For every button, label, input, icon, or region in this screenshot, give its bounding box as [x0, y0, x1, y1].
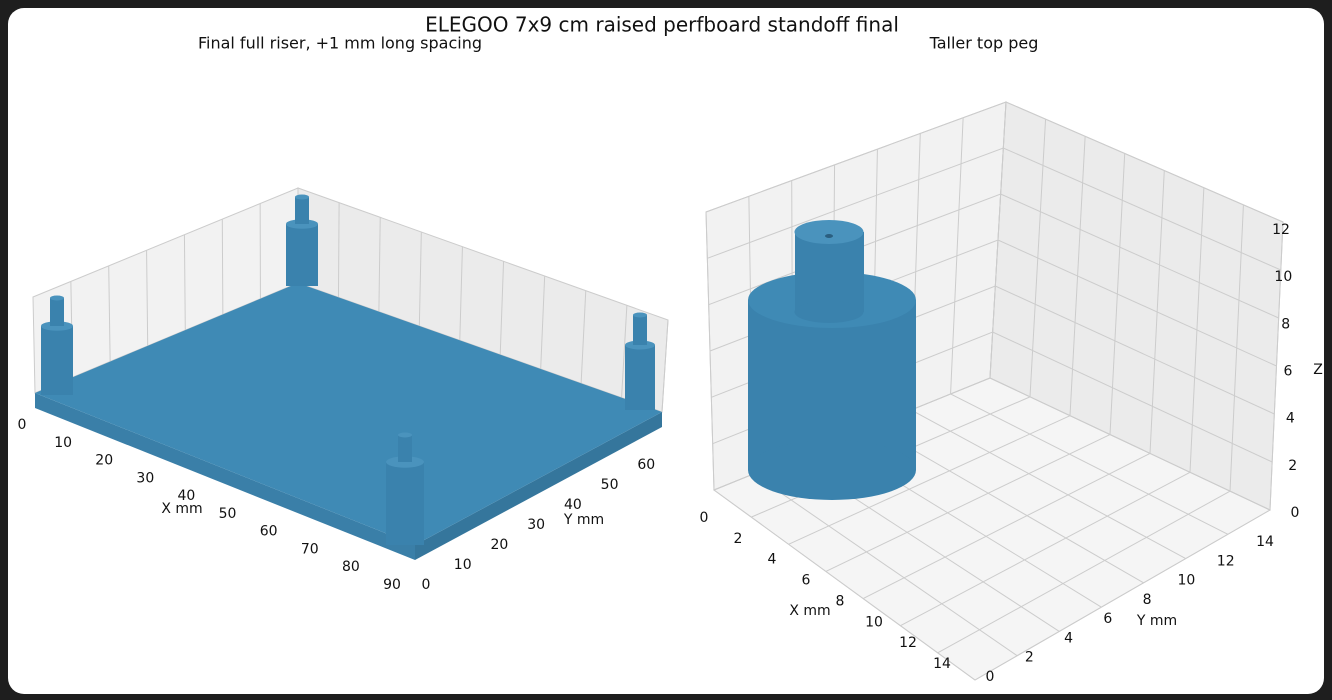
peg — [50, 298, 64, 326]
standoff — [41, 326, 73, 395]
peg-top — [633, 312, 647, 318]
peg — [295, 197, 309, 224]
x-axis-label: X mm — [789, 603, 830, 619]
grid-line — [108, 265, 111, 362]
x-tick-label: 0 — [18, 417, 27, 433]
figure-title: ELEGOO 7x9 cm raised perfboard standoff … — [425, 13, 899, 37]
y-tick-label: 0 — [986, 669, 995, 685]
peg-top — [50, 295, 64, 301]
grid-line — [499, 261, 505, 355]
z-tick-label: 0 — [1291, 505, 1300, 521]
x-axis-label: X mm — [161, 501, 202, 517]
y-tick-label: 40 — [564, 497, 582, 513]
peg-top — [295, 194, 309, 200]
cylinder-bottom — [748, 440, 916, 500]
y-tick-label: 8 — [1143, 592, 1152, 608]
grid-line — [146, 250, 149, 346]
y-tick-label: 4 — [1064, 630, 1073, 646]
y-tick-label: 10 — [1178, 573, 1196, 589]
x-tick-label: 40 — [178, 488, 196, 504]
grid-line — [705, 211, 976, 681]
x-tick-label: 90 — [383, 577, 401, 593]
plate-top — [35, 283, 662, 545]
y-tick-label: 12 — [1217, 553, 1235, 569]
z-tick-label: 10 — [1274, 269, 1292, 285]
grid-line — [459, 246, 463, 341]
grid-line — [378, 217, 381, 312]
y-tick-label: 14 — [1256, 534, 1274, 550]
x-tick-label: 20 — [95, 453, 113, 469]
standoff — [386, 462, 424, 545]
y-tick-label: 50 — [601, 477, 619, 493]
peg — [795, 232, 864, 312]
x-tick-label: 80 — [342, 559, 360, 575]
plate-side — [415, 412, 662, 560]
standoff — [286, 224, 318, 286]
z-tick-label: 4 — [1286, 411, 1295, 427]
z-tick-label: 12 — [1272, 222, 1290, 238]
plate-side — [35, 393, 415, 560]
grid-line — [540, 275, 546, 370]
peg-hole — [825, 234, 833, 238]
grid-line — [989, 101, 1271, 511]
x-tick-label: 60 — [260, 524, 278, 540]
subplot-title: Taller top peg — [929, 34, 1039, 53]
x-tick-label: 12 — [899, 635, 917, 651]
x-tick-label: 10 — [865, 614, 883, 630]
peg — [398, 435, 412, 462]
grid-line — [183, 234, 186, 331]
x-tick-label: 4 — [768, 552, 777, 568]
peg-bottom — [794, 301, 864, 323]
z-axis-label: Z — [1313, 362, 1323, 378]
y-tick-label: 30 — [527, 517, 545, 533]
y-axis-label: Y mm — [1136, 613, 1177, 629]
peg — [633, 315, 647, 345]
grid-line — [661, 319, 669, 413]
y-axis-label: Y mm — [563, 512, 604, 528]
grid-line — [621, 305, 628, 398]
grid-line — [418, 231, 422, 327]
x-tick-label: 50 — [219, 506, 237, 522]
grid-line — [221, 219, 224, 315]
y-tick-label: 2 — [1025, 650, 1034, 666]
z-tick-label: 6 — [1284, 364, 1293, 380]
x-tick-label: 70 — [301, 541, 319, 557]
standoff — [625, 345, 655, 410]
y-tick-label: 6 — [1103, 611, 1112, 627]
grid-line — [580, 290, 587, 384]
x-tick-label: 10 — [54, 435, 72, 451]
grid-line — [337, 202, 340, 298]
x-tick-label: 2 — [734, 531, 743, 547]
y-tick-label: 20 — [491, 537, 509, 553]
z-tick-label: 8 — [1281, 316, 1290, 332]
y-tick-label: 10 — [454, 557, 472, 573]
x-tick-label: 6 — [802, 573, 811, 589]
z-tick-label: 2 — [1288, 458, 1297, 474]
x-tick-label: 8 — [836, 593, 845, 609]
x-tick-label: 14 — [933, 656, 951, 672]
subplot-title: Final full riser, +1 mm long spacing — [198, 34, 482, 53]
peg-top — [398, 432, 412, 438]
y-tick-label: 60 — [637, 457, 655, 473]
y-tick-label: 0 — [422, 577, 431, 593]
x-tick-label: 0 — [700, 510, 709, 526]
x-tick-label: 30 — [136, 470, 154, 486]
peg-top — [794, 220, 864, 244]
grid-line — [950, 117, 1229, 535]
